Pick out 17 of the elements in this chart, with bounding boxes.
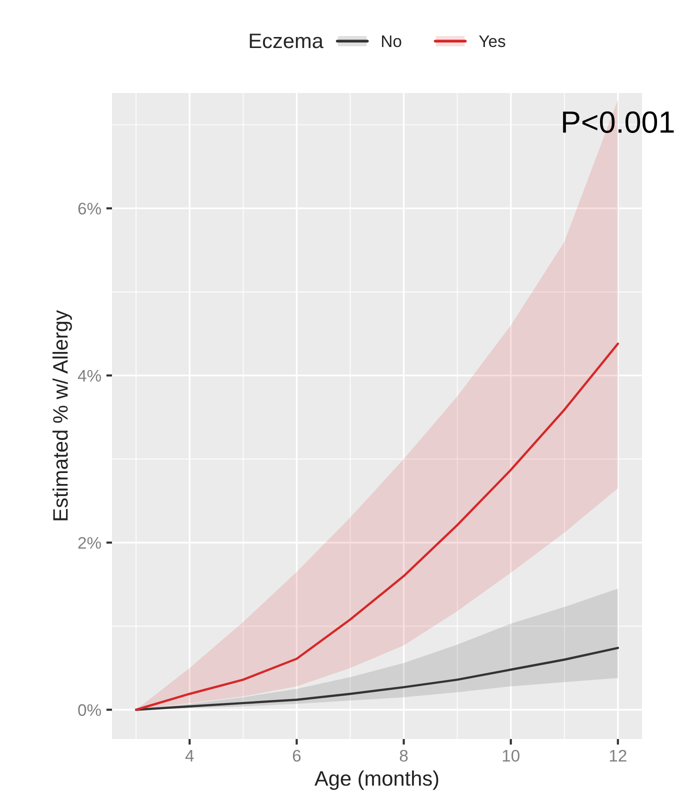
- x-tick-label: 8: [400, 750, 408, 762]
- y-tick-label: 0%: [78, 704, 101, 716]
- x-tick-label: 10: [502, 750, 520, 762]
- y-axis-title: Estimated % w/ Allergy: [52, 310, 72, 520]
- x-tick-label: 6: [292, 750, 301, 762]
- line-series: [134, 646, 620, 711]
- legend-title: Eczema: [250, 34, 324, 48]
- x-tick-label: 12: [610, 750, 626, 762]
- x-tick-label: 4: [185, 750, 194, 762]
- x-axis-title: Age (months): [314, 770, 438, 790]
- line-series: [134, 342, 620, 711]
- legend-label: Yes: [478, 36, 506, 48]
- annotation: P<0.001: [563, 111, 674, 133]
- y-tick-label: 2%: [78, 537, 101, 549]
- y-tick-label: 6%: [78, 202, 101, 215]
- y-tick-label: 4%: [78, 370, 101, 382]
- legend-label: No: [382, 36, 402, 48]
